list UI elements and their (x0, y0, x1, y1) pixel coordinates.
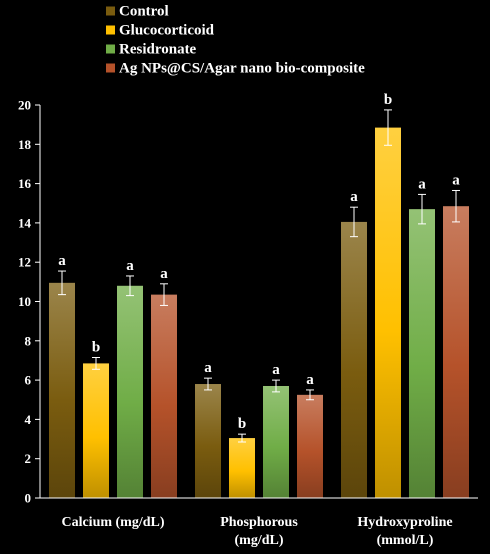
y-tick-label: 6 (25, 373, 32, 388)
significance-label: a (452, 172, 460, 188)
y-tick-label: 12 (18, 255, 31, 270)
bar (83, 363, 109, 498)
significance-label: a (126, 258, 134, 274)
legend-swatch (106, 44, 115, 54)
legend-swatch (106, 6, 115, 16)
x-tick-label: Calcium (mg/dL) (61, 515, 164, 530)
significance-label: b (384, 92, 392, 108)
bar (375, 127, 401, 498)
y-tick-label: 18 (18, 137, 32, 152)
y-tick-label: 16 (18, 176, 32, 191)
bar (151, 294, 177, 498)
legend: Control Glucocorticoid Residronate Ag NPs@C… (106, 4, 365, 77)
y-tick-label: 0 (25, 491, 32, 506)
significance-label: a (306, 372, 314, 388)
y-axis: 0 2 4 6 8 10 12 14 16 18 20 (18, 98, 41, 506)
significance-label: a (350, 189, 358, 205)
legend-label: Residronate (119, 42, 197, 58)
significance-label: a (58, 253, 66, 269)
y-tick-label: 4 (25, 412, 32, 427)
legend-swatch (106, 63, 115, 73)
legend-label: Control (119, 4, 169, 20)
bar (229, 438, 255, 498)
significance-label: a (160, 266, 168, 282)
bar (409, 209, 435, 498)
y-tick-label: 10 (18, 294, 31, 309)
bar (195, 384, 221, 498)
significance-label: a (272, 362, 280, 378)
x-tick-label: Hydroxyproline (mmol/L) (357, 515, 452, 548)
significance-label: a (418, 176, 426, 192)
legend-label: Ag NPs@CS/Agar nano bio-composite (119, 61, 365, 77)
y-tick-label: 2 (25, 451, 32, 466)
y-tick-label: 8 (25, 333, 32, 348)
y-tick-label: 20 (18, 98, 31, 113)
x-axis: Calcium (mg/dL) Phosphorous (mg/dL) Hydroxy… (40, 497, 478, 548)
significance-label: b (238, 416, 246, 432)
legend-swatch (106, 25, 115, 35)
bars: a b a a a b a a a b a a (49, 92, 469, 499)
legend-label: Glucocorticoid (119, 23, 215, 39)
bar (263, 385, 289, 498)
bar (443, 206, 469, 498)
bar (297, 394, 323, 498)
bar (49, 282, 75, 498)
x-tick-label: Phosphorous (mg/dL) (220, 515, 298, 548)
significance-label: a (204, 360, 212, 376)
significance-label: b (92, 340, 100, 356)
y-tick-label: 14 (18, 215, 32, 230)
bar (341, 221, 367, 499)
bar (117, 285, 143, 498)
